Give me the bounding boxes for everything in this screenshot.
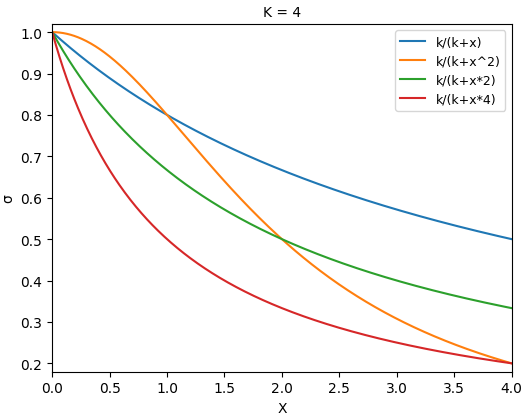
k/(k+x*2)	[323, 255, 329, 260]
k/(k+x^2)	[49, 31, 55, 36]
k/(k+x*2)	[267, 232, 274, 237]
k/(k+x^2)	[323, 273, 329, 278]
k/(k+x*4)	[298, 313, 304, 318]
k/(k+x)	[508, 237, 515, 242]
X-axis label: X: X	[277, 401, 287, 413]
k/(k+x*4)	[270, 302, 276, 307]
k/(k+x^2)	[267, 226, 274, 231]
k/(k+x*2)	[497, 304, 504, 309]
k/(k+x)	[323, 185, 329, 190]
k/(k+x*2)	[425, 287, 432, 292]
k/(k+x^2)	[425, 332, 432, 337]
k/(k+x^2)	[270, 229, 276, 234]
Title: K = 4: K = 4	[263, 5, 301, 19]
k/(k+x)	[298, 176, 304, 180]
k/(k+x*4)	[323, 321, 329, 326]
k/(k+x)	[270, 165, 276, 170]
k/(k+x*4)	[508, 361, 515, 366]
Line: k/(k+x^2): k/(k+x^2)	[52, 33, 512, 363]
k/(k+x*4)	[49, 31, 55, 36]
k/(k+x*4)	[497, 359, 504, 364]
Y-axis label: σ: σ	[1, 194, 15, 203]
k/(k+x*2)	[298, 245, 304, 250]
k/(k+x)	[497, 235, 504, 240]
Legend: k/(k+x), k/(k+x^2), k/(k+x*2), k/(k+x*4): k/(k+x), k/(k+x^2), k/(k+x*2), k/(k+x*4)	[396, 31, 505, 112]
k/(k+x^2)	[298, 253, 304, 258]
k/(k+x*2)	[270, 233, 276, 238]
k/(k+x)	[425, 216, 432, 221]
k/(k+x*4)	[425, 347, 432, 352]
Line: k/(k+x*4): k/(k+x*4)	[52, 33, 512, 363]
Line: k/(k+x): k/(k+x)	[52, 33, 512, 240]
k/(k+x^2)	[508, 361, 515, 366]
k/(k+x*4)	[267, 301, 274, 306]
k/(k+x*2)	[49, 31, 55, 36]
k/(k+x*2)	[508, 306, 515, 311]
Line: k/(k+x*2): k/(k+x*2)	[52, 33, 512, 309]
k/(k+x^2)	[497, 358, 504, 363]
k/(k+x)	[267, 164, 274, 169]
k/(k+x)	[49, 31, 55, 36]
